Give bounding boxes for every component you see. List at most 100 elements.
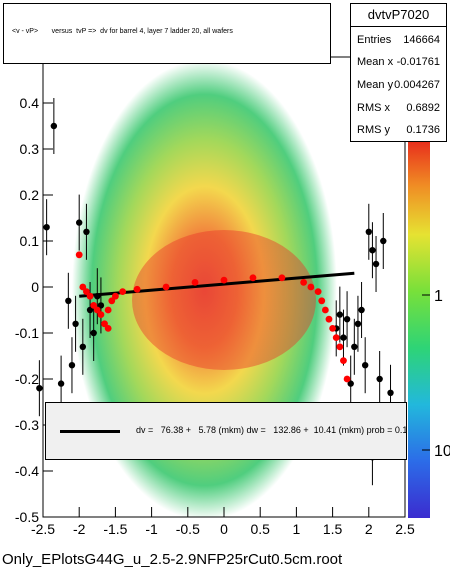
black-point bbox=[97, 302, 105, 309]
y-tick-label: 0.2 bbox=[20, 187, 40, 203]
black-point bbox=[86, 306, 94, 314]
black-point bbox=[347, 380, 354, 387]
black-point bbox=[83, 228, 90, 235]
black-point bbox=[380, 237, 387, 245]
axis-ticks: -2.5 -2 -1.5 -1 -0.5 0 0.5 1 1.5 2 2.5 -0.5 -0.4 -0.3… bbox=[15, 95, 415, 537]
x-tick-label: 2.5 bbox=[395, 521, 415, 537]
black-point bbox=[43, 224, 50, 231]
x-tick-label: -0.5 bbox=[176, 521, 200, 537]
black-point bbox=[76, 219, 83, 226]
red-point bbox=[112, 292, 119, 300]
red-point bbox=[162, 283, 170, 291]
stat-key: Mean y bbox=[357, 79, 394, 91]
black-point bbox=[36, 385, 43, 392]
black-point bbox=[358, 306, 365, 314]
red-point bbox=[101, 320, 108, 328]
black-point bbox=[65, 297, 72, 304]
black-point bbox=[387, 389, 394, 396]
y-tick-label: 0.4 bbox=[20, 95, 40, 111]
fit-legend-text: dv = 76.38 + 5.78 (mkm) dw = 132.86 + 10… bbox=[136, 425, 407, 435]
red-point bbox=[307, 283, 315, 291]
y-tick-label: -0.5 bbox=[15, 509, 39, 525]
stats-box: dvtvP7020 Entries 146664 Mean x -0.01761 M… bbox=[350, 3, 447, 142]
x-tick-label: 1.5 bbox=[323, 521, 343, 537]
black-point bbox=[376, 375, 383, 383]
stat-key: RMS y bbox=[357, 124, 390, 136]
z-tick-label: 10 bbox=[434, 443, 450, 460]
y-tick-label: 0 bbox=[31, 279, 39, 295]
red-point bbox=[278, 274, 286, 282]
y-tick-label: -0.3 bbox=[15, 417, 39, 433]
palette-bar bbox=[408, 140, 430, 518]
stat-key: Entries bbox=[357, 34, 392, 46]
red-point bbox=[83, 288, 90, 295]
y-tick-label: 0.3 bbox=[20, 141, 40, 157]
red-point bbox=[336, 343, 344, 351]
red-point bbox=[119, 288, 127, 295]
black-point bbox=[351, 343, 358, 350]
stats-name: dvtvP7020 bbox=[367, 7, 430, 22]
x-tick-label: -2 bbox=[73, 521, 86, 537]
title-text: <v - vP> versus tvP => dv for barrel 4, … bbox=[12, 28, 233, 35]
palette-ticks: 1 10 bbox=[422, 288, 450, 460]
stat-value: 0.6892 bbox=[406, 102, 440, 114]
black-point bbox=[90, 329, 97, 337]
red-point bbox=[329, 325, 336, 332]
red-point bbox=[104, 325, 112, 332]
profile-markers bbox=[36, 122, 394, 461]
black-point bbox=[57, 380, 65, 387]
x-tick-label: -2.5 bbox=[31, 521, 55, 537]
stat-key: RMS x bbox=[357, 102, 390, 114]
red-point bbox=[220, 276, 228, 284]
black-point bbox=[372, 260, 380, 268]
black-point bbox=[365, 228, 372, 235]
red-point bbox=[332, 334, 340, 341]
stat-value: -0.01761 bbox=[396, 56, 440, 68]
y-tick-label: -0.4 bbox=[15, 463, 39, 479]
stat-value: 0.004267 bbox=[394, 79, 440, 91]
black-point bbox=[94, 293, 101, 300]
x-tick-label: 2 bbox=[365, 521, 373, 537]
red-point bbox=[300, 279, 308, 286]
black-point bbox=[72, 320, 79, 327]
y-tick-label: -0.1 bbox=[15, 325, 39, 341]
fit-legend-line bbox=[60, 430, 120, 433]
red-point bbox=[79, 283, 87, 291]
black-point bbox=[343, 316, 351, 323]
red-point bbox=[249, 274, 257, 282]
y-tick-label: 0.1 bbox=[20, 233, 40, 249]
red-point bbox=[97, 311, 105, 318]
x-tick-label: -1.5 bbox=[103, 521, 127, 537]
red-point bbox=[93, 306, 101, 314]
black-point bbox=[340, 334, 347, 341]
stat-value: 146664 bbox=[403, 34, 440, 46]
red-point bbox=[75, 251, 83, 259]
red-point bbox=[340, 357, 347, 364]
black-point bbox=[369, 247, 376, 254]
red-point bbox=[108, 297, 116, 305]
black-point bbox=[79, 343, 87, 350]
black-point bbox=[354, 320, 362, 327]
red-point bbox=[321, 306, 329, 314]
black-point bbox=[336, 311, 344, 318]
x-tick-label: 0 bbox=[220, 521, 228, 537]
black-point bbox=[68, 362, 76, 369]
red-point bbox=[133, 285, 141, 293]
y-tick-label: -0.2 bbox=[15, 371, 39, 387]
red-point bbox=[314, 288, 322, 295]
z-tick-label: 1 bbox=[434, 288, 443, 305]
density-core bbox=[132, 230, 316, 370]
x-tick-label: -1 bbox=[145, 521, 158, 537]
red-point bbox=[86, 292, 94, 300]
red-point bbox=[318, 297, 326, 305]
black-point bbox=[50, 122, 58, 130]
red-point bbox=[191, 279, 199, 286]
fit-legend-box: dv = 76.38 + 5.78 (mkm) dw = 132.86 + 10… bbox=[45, 402, 407, 460]
red-point bbox=[104, 306, 112, 314]
stat-key: Mean x bbox=[357, 56, 394, 68]
red-point bbox=[343, 375, 351, 383]
stat-value: 0.1736 bbox=[406, 124, 440, 136]
title-box: <v - vP> versus tvP => dv for barrel 4, … bbox=[3, 3, 331, 64]
x-tick-label: 0.5 bbox=[250, 521, 270, 537]
black-point bbox=[361, 362, 369, 369]
